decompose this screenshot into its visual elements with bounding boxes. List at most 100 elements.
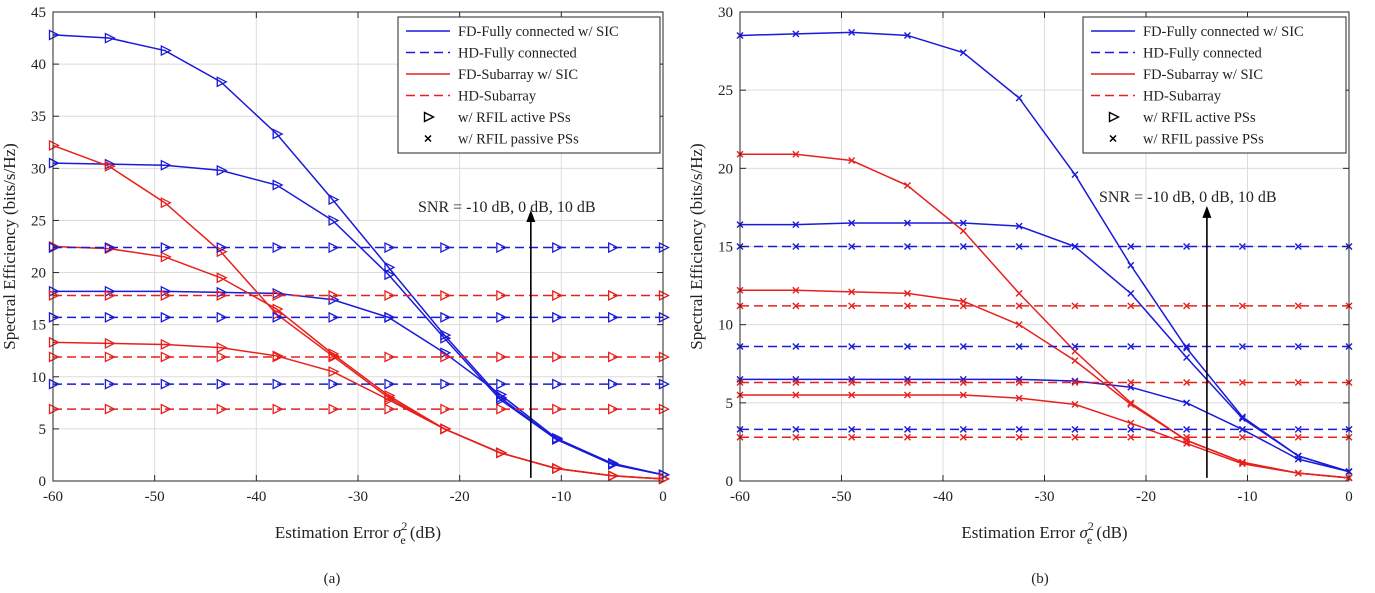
y-tick-label: 5: [39, 422, 47, 438]
data-point: [1071, 343, 1079, 351]
data-point: [552, 351, 564, 363]
data-point: [272, 128, 284, 140]
data-point: [848, 28, 856, 36]
y-tick-label: 10: [718, 318, 733, 334]
data-point: [608, 378, 620, 390]
y-tick-label: 15: [31, 318, 46, 334]
legend-marker-x: [424, 134, 432, 143]
data-point: [1238, 379, 1246, 387]
data-point: [1238, 343, 1246, 351]
data-point: [792, 433, 800, 441]
data-point: [903, 433, 911, 441]
legend-label: HD-Fully connected: [458, 46, 578, 62]
data-point: [608, 311, 620, 323]
series-line-5: [52, 341, 664, 480]
data-point: [216, 403, 228, 415]
data-point: [328, 378, 340, 390]
data-point: [328, 241, 340, 254]
data-point: [1127, 261, 1135, 269]
data-point: [903, 219, 911, 227]
data-point: [384, 351, 396, 363]
data-point: [552, 462, 564, 475]
y-tick-label: 0: [39, 474, 47, 490]
data-point: [216, 378, 228, 390]
data-point: [959, 391, 967, 399]
data-point: [272, 351, 284, 363]
data-point: [658, 378, 670, 390]
data-point: [903, 425, 911, 433]
data-point: [440, 289, 452, 302]
legend-label: HD-Fully connected: [1143, 46, 1263, 62]
snr-annotation-text: SNR = -10 dB, 0 dB, 10 dB: [418, 199, 596, 216]
data-point: [440, 423, 452, 435]
legend-item: HD-Subarray: [1091, 89, 1222, 105]
legend-item: w/ RFIL active PSs: [1108, 110, 1256, 126]
series-group: [736, 28, 1353, 482]
x-tick-label: -40: [246, 489, 266, 505]
data-point: [496, 289, 508, 302]
x-tick-label: 0: [1345, 489, 1353, 505]
data-point: [1071, 171, 1079, 179]
legend-label: w/ RFIL passive PSs: [458, 132, 579, 148]
x-tick-label: -50: [145, 489, 165, 505]
data-point: [792, 343, 800, 351]
data-point: [440, 351, 452, 363]
data-point: [216, 76, 228, 88]
data-point: [160, 311, 172, 323]
data-point: [1127, 425, 1135, 433]
data-point: [496, 447, 508, 459]
data-point: [1071, 400, 1079, 408]
data-point: [959, 302, 967, 310]
y-tick-label: 25: [718, 83, 733, 99]
data-point: [1127, 302, 1135, 310]
data-point: [1015, 343, 1023, 351]
y-tick-label: 30: [31, 161, 46, 177]
data-point: [1183, 243, 1191, 250]
data-point: [496, 388, 508, 401]
data-point: [1183, 439, 1191, 447]
data-point: [1015, 425, 1023, 433]
data-point: [552, 378, 564, 390]
data-point: [328, 403, 340, 415]
data-point: [792, 379, 800, 387]
data-point: [1127, 433, 1135, 441]
data-point: [496, 311, 508, 323]
data-point: [1071, 243, 1079, 250]
data-point: [552, 289, 564, 302]
data-point: [384, 289, 396, 302]
data-point: [608, 457, 620, 469]
y-tick-label: 5: [726, 396, 734, 412]
series-line-5: [740, 394, 1350, 479]
legend-label: FD-Subarray w/ SIC: [1143, 67, 1263, 83]
data-point: [48, 336, 60, 348]
data-point: [1015, 289, 1023, 297]
data-point: [1238, 243, 1246, 250]
data-point: [1015, 243, 1023, 250]
data-point: [792, 221, 800, 229]
legend-label: FD-Subarray w/ SIC: [458, 67, 578, 83]
data-point: [848, 243, 856, 250]
data-point: [216, 241, 228, 254]
data-point: [1071, 425, 1079, 433]
data-point: [608, 470, 620, 482]
data-point: [384, 394, 396, 406]
data-point: [1127, 289, 1135, 297]
data-point: [440, 378, 452, 390]
data-point: [848, 343, 856, 351]
data-point: [1015, 94, 1023, 102]
data-point: [658, 351, 670, 363]
series-group: [48, 29, 670, 485]
data-point: [848, 219, 856, 227]
ticks: -60 -50 -40 -30 -20 -10 0 0 5 10 15 20 25 30: [718, 5, 1353, 505]
data-point: [552, 311, 564, 323]
data-point: [104, 378, 116, 390]
data-point: [160, 251, 172, 263]
legend-label: HD-Subarray: [458, 89, 537, 105]
data-point: [959, 425, 967, 433]
snr-arrow-head: [526, 210, 536, 223]
legend-item: w/ RFIL passive PSs: [424, 132, 579, 148]
data-point: [328, 289, 340, 302]
data-point: [1183, 379, 1191, 387]
data-point: [48, 29, 60, 41]
data-point: [384, 378, 396, 390]
